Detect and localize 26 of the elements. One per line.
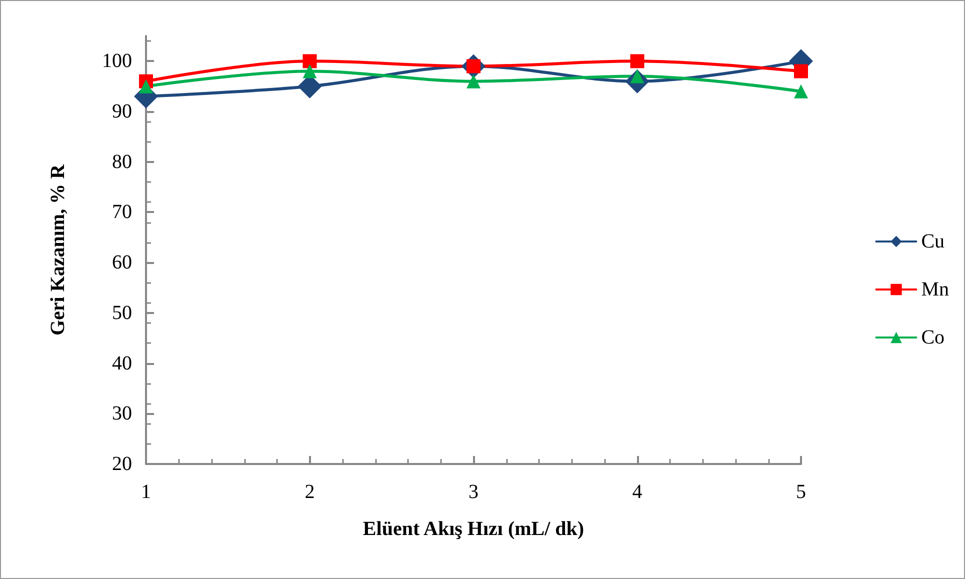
y-tick-label: 40 xyxy=(112,352,132,374)
x-tick-label: 4 xyxy=(632,481,642,503)
point xyxy=(466,74,480,88)
legend-label: Co xyxy=(921,326,945,348)
x-axis-title: Elüent Akış Hızı (mL/ dk) xyxy=(362,518,584,540)
y-tick-label: 30 xyxy=(112,402,132,425)
x-tick-label: 2 xyxy=(304,481,315,503)
legend-label: Mn xyxy=(921,278,950,300)
y-tick-label: 100 xyxy=(102,50,132,72)
y-tick-label: 20 xyxy=(112,453,132,475)
y-tick-label: 80 xyxy=(112,150,132,173)
point xyxy=(302,64,317,78)
x-tick-label: 1 xyxy=(141,481,151,503)
x-tick-label: 5 xyxy=(796,481,806,503)
legend-label: Cu xyxy=(921,230,945,252)
point xyxy=(794,64,808,78)
y-tick-label: 90 xyxy=(112,100,132,123)
x-tick-label: 3 xyxy=(468,481,478,503)
y-axis-title: Geri Kazanım, % R xyxy=(47,164,69,336)
point xyxy=(302,54,317,68)
point xyxy=(630,54,644,68)
y-tick-label: 60 xyxy=(112,252,132,274)
y-tick-label: 50 xyxy=(112,302,132,324)
point xyxy=(794,84,808,98)
point xyxy=(139,79,153,94)
y-tick-label: 70 xyxy=(112,201,132,224)
